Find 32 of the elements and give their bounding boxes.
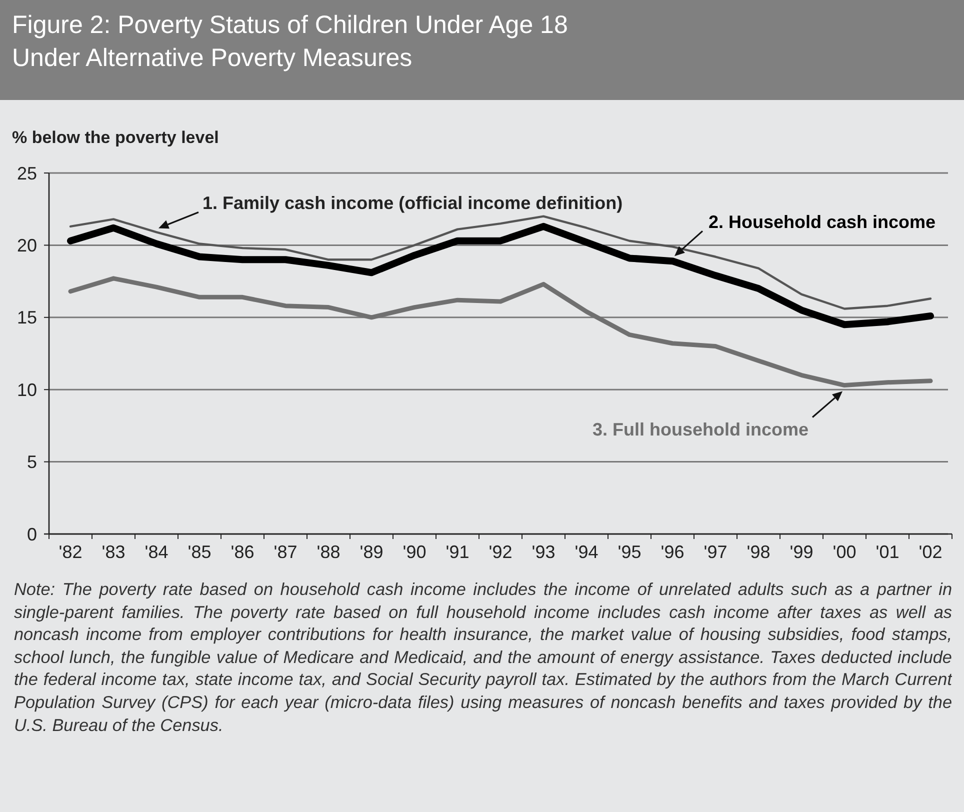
series-label: 1. Family cash income (official income definition) (202, 193, 623, 214)
y-tick-label: 20 (16, 236, 37, 256)
y-axis-title: % below the poverty level (12, 128, 219, 147)
y-tick-label: 10 (16, 380, 37, 400)
x-tick-label: '85 (188, 542, 212, 562)
y-tick-label: 25 (16, 163, 37, 184)
x-tick-label: '93 (532, 542, 556, 562)
chart-title: Figure 2: Poverty Status of Children Under Age 18 Under Alternative Poverty Measures (12, 11, 568, 72)
x-tick-label: '99 (790, 542, 814, 562)
x-tick-label: '82 (58, 542, 82, 562)
x-tick-label: '02 (918, 542, 942, 562)
x-tick-label: '86 (230, 542, 254, 562)
x-tick-label: '98 (746, 542, 770, 562)
text: 3. Full household income (592, 419, 808, 440)
x-tick-label: '00 (832, 542, 856, 562)
x-tick-label: '94 (574, 542, 598, 562)
y-tick-label: 5 (26, 452, 37, 472)
x-tick-label: '97 (704, 542, 728, 562)
x-tick-label: '84 (144, 542, 168, 562)
x-tick-label: '88 (316, 542, 340, 562)
x-tick-label: '90 (402, 542, 426, 562)
x-tick-label: '89 (360, 542, 384, 562)
x-tick-label: '83 (102, 542, 126, 562)
y-tick-label: 0 (26, 524, 37, 544)
x-tick-label: '96 (660, 542, 684, 562)
x-tick-label: '95 (618, 542, 642, 562)
x-tick-label: '92 (488, 542, 512, 562)
x-tick-label: '01 (876, 542, 900, 562)
y-tick-label: 15 (16, 308, 37, 328)
text: 2. Household cash income (708, 212, 936, 232)
x-tick-label: '91 (446, 542, 470, 562)
x-tick-label: '87 (274, 542, 298, 562)
